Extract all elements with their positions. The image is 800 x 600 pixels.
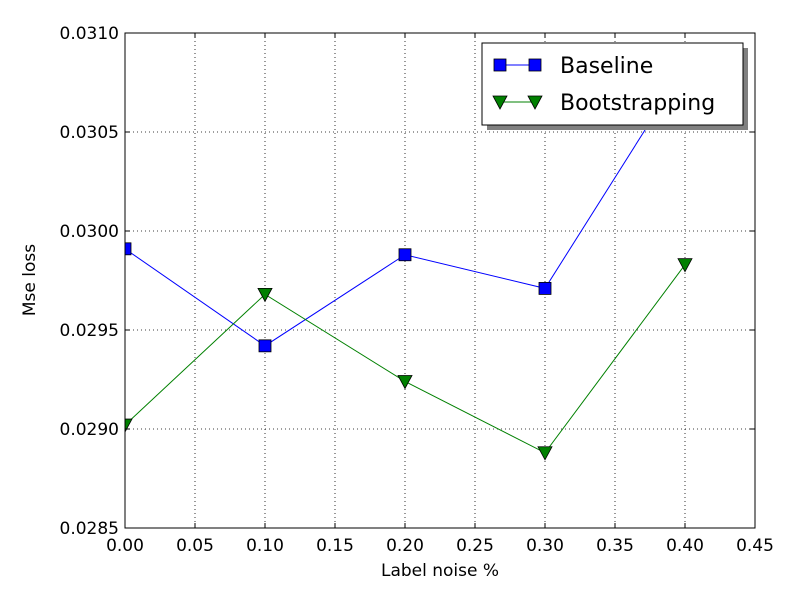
legend-box [481,42,744,126]
x-tick-label: 0.05 [176,536,214,556]
legend-entry-bootstrapping: Bootstrapping [492,91,715,116]
x-tick-label: 0.45 [736,536,774,556]
tick-layer: 0.00 0.05 0.10 0.15 0.20 0.25 0.30 0.35 0.40 0.45… [60,24,774,556]
x-tick-label: 0.40 [666,536,704,556]
bootstrapping-point [397,375,413,390]
y-axis-label: Mse loss [20,244,40,316]
legend-marker [493,58,507,72]
x-axis-label: Label noise % [381,561,499,581]
baseline-point [398,248,412,262]
y-tick-label: 0.0300 [60,222,119,242]
baseline-point [538,282,552,295]
x-tick-label: 0.15 [316,536,354,556]
legend-label-baseline: Baseline [560,54,653,79]
baseline-point [125,242,132,256]
bootstrapping-line [125,264,686,454]
bootstrapping-point [537,446,553,461]
bootstrapping-point [677,258,693,273]
plot-frame [124,32,756,529]
baseline-point [258,339,272,353]
x-tick-label: 0.30 [526,536,564,556]
legend-entry-baseline: Baseline [493,54,653,79]
legend-marker [492,95,508,110]
y-tick-label: 0.0290 [60,420,119,440]
legend-marker [528,58,542,72]
series-bootstrapping [125,258,693,461]
x-tick-label: 0.20 [386,536,424,556]
legend-label-bootstrapping: Bootstrapping [560,91,715,116]
grid-layer [125,33,755,528]
x-tick-label: 0.25 [456,536,494,556]
y-tick-label: 0.0305 [60,123,119,143]
y-tick-label: 0.0310 [60,24,119,44]
y-tick-label: 0.0295 [60,321,119,341]
legend: Baseline Bootstrapping [481,42,748,130]
x-tick-label: 0.35 [596,536,634,556]
x-tick-label: 0.00 [106,536,144,556]
bootstrapping-point [257,287,273,303]
legend-marker [527,95,543,110]
x-tick-label: 0.10 [246,536,284,556]
y-tick-label: 0.0285 [60,519,119,539]
